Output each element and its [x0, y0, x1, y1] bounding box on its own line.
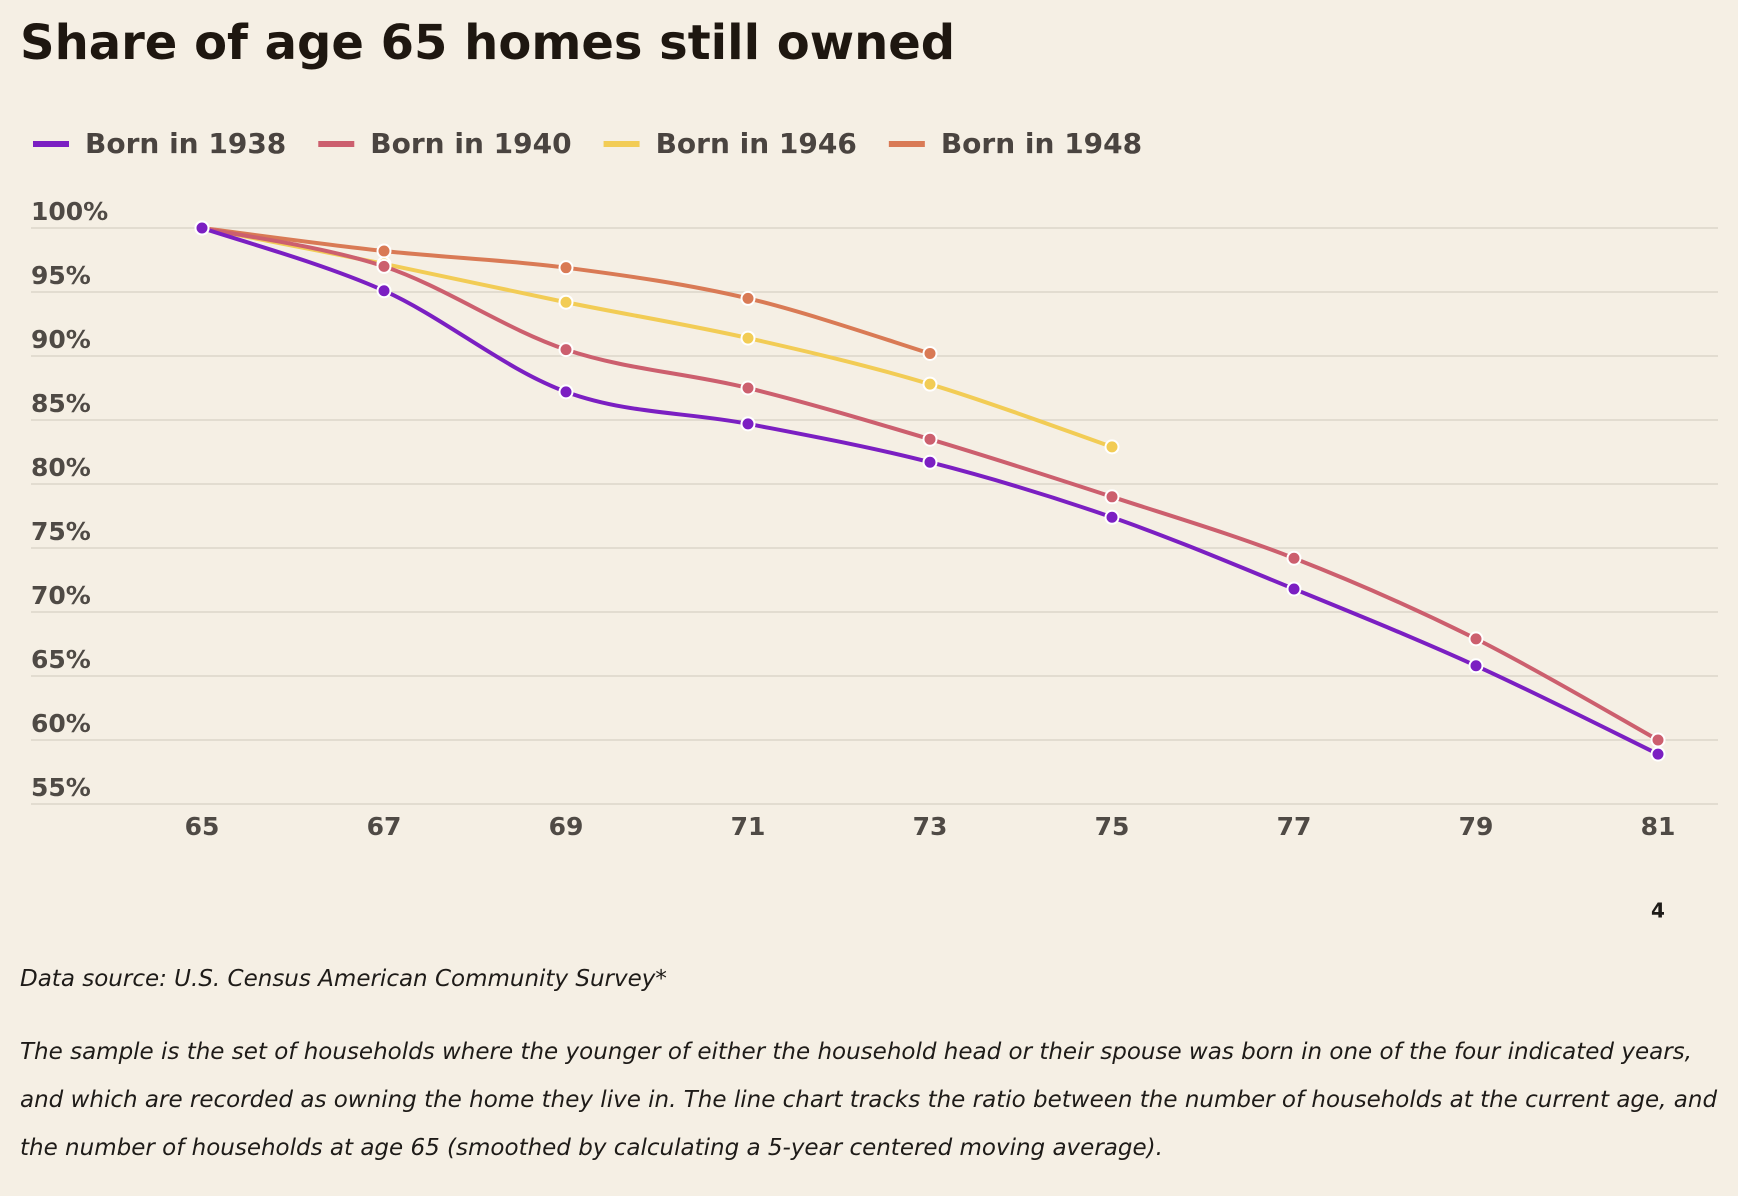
point [740, 416, 756, 432]
point [1286, 581, 1302, 597]
point [1468, 631, 1484, 647]
point [740, 380, 756, 396]
x-tick-label: 69 [549, 812, 584, 841]
point [922, 454, 938, 470]
point [558, 384, 574, 400]
y-tick-label: 80% [31, 453, 91, 482]
x-tick-label: 71 [731, 812, 766, 841]
point [922, 345, 938, 361]
legend-label: Born in 1940 [370, 127, 571, 160]
series-line [201, 226, 1113, 449]
x-tick-label: 81 [1641, 812, 1676, 841]
point [376, 243, 392, 259]
point [558, 260, 574, 276]
y-tick-label: 65% [31, 645, 91, 674]
legend-label: Born in 1946 [656, 127, 857, 160]
chart: Share of age 65 homes still owned 4 Born… [20, 15, 1718, 923]
y-tick-label: 75% [31, 517, 91, 546]
y-tick-label: 90% [31, 325, 91, 354]
x-tick-label: 73 [913, 812, 948, 841]
y-tick-label: 85% [31, 389, 91, 418]
x-tick-label: 77 [1277, 812, 1312, 841]
point [740, 330, 756, 346]
point [1104, 509, 1120, 525]
point [1650, 746, 1666, 762]
y-tick-label: 100% [31, 197, 108, 226]
point [1104, 439, 1120, 455]
point [922, 376, 938, 392]
x-tick-label: 67 [367, 812, 402, 841]
y-tick-label: 70% [31, 581, 91, 610]
point [558, 294, 574, 310]
y-tick-label: 55% [31, 773, 91, 802]
y-tick-label: 95% [31, 261, 91, 290]
series-line [201, 226, 1659, 756]
note: The sample is the set of households wher… [20, 1039, 1718, 1161]
point [376, 258, 392, 274]
legend-label: Born in 1948 [941, 127, 1142, 160]
y-tick-label: 60% [31, 709, 91, 738]
point [1468, 658, 1484, 674]
x-tick-label: 65 [185, 812, 220, 841]
point [1286, 550, 1302, 566]
chart-title: Share of age 65 homes still owned [20, 15, 955, 71]
point [1104, 489, 1120, 505]
point [922, 431, 938, 447]
legend-label: Born in 1938 [85, 127, 286, 160]
annotation: 4 [1651, 899, 1665, 923]
x-tick-label: 75 [1095, 812, 1130, 841]
point [740, 290, 756, 306]
source: Data source: U.S. Census American Commun… [20, 966, 667, 992]
point [376, 283, 392, 299]
point [194, 220, 210, 236]
point [1650, 732, 1666, 748]
x-tick-label: 79 [1459, 812, 1494, 841]
point [558, 342, 574, 358]
